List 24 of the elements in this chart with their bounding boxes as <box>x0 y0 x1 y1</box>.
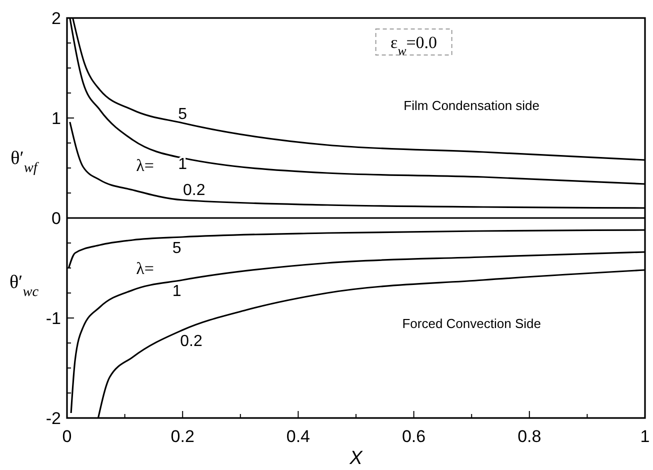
annotation: 5 <box>172 240 182 257</box>
y-tick-label: 1 <box>52 109 61 128</box>
x-tick-label: 1 <box>640 427 650 446</box>
y-axis-title: θ′$_{wf}$ <box>10 148 40 176</box>
annotation: 0.2 <box>180 333 202 350</box>
y-tick-label: 2 <box>52 9 61 28</box>
annotation: Film Condensation side <box>404 98 540 113</box>
annotation: 0.2 <box>183 182 206 199</box>
annotation: λ= <box>136 156 154 175</box>
x-axis-title: X <box>348 448 364 469</box>
x-tick-label: 0.2 <box>170 427 194 446</box>
text: θ′$_{wc}$ <box>9 272 40 300</box>
annotation: λ= <box>136 259 154 278</box>
annotation: 1 <box>172 283 182 300</box>
annotation: ε$_{w}$=0.0 <box>390 33 438 58</box>
y-tick-label: -2 <box>46 409 61 428</box>
x-tick-label: 0.4 <box>286 427 310 446</box>
x-tick-label: 0.6 <box>402 427 426 446</box>
annotation: 5 <box>178 106 188 123</box>
y-tick-label: -1 <box>46 309 61 328</box>
annotation: Forced Convection Side <box>402 316 541 331</box>
y-tick-label: 0 <box>52 209 61 228</box>
x-tick-label: 0.8 <box>518 427 542 446</box>
annotation: 1 <box>178 156 188 173</box>
